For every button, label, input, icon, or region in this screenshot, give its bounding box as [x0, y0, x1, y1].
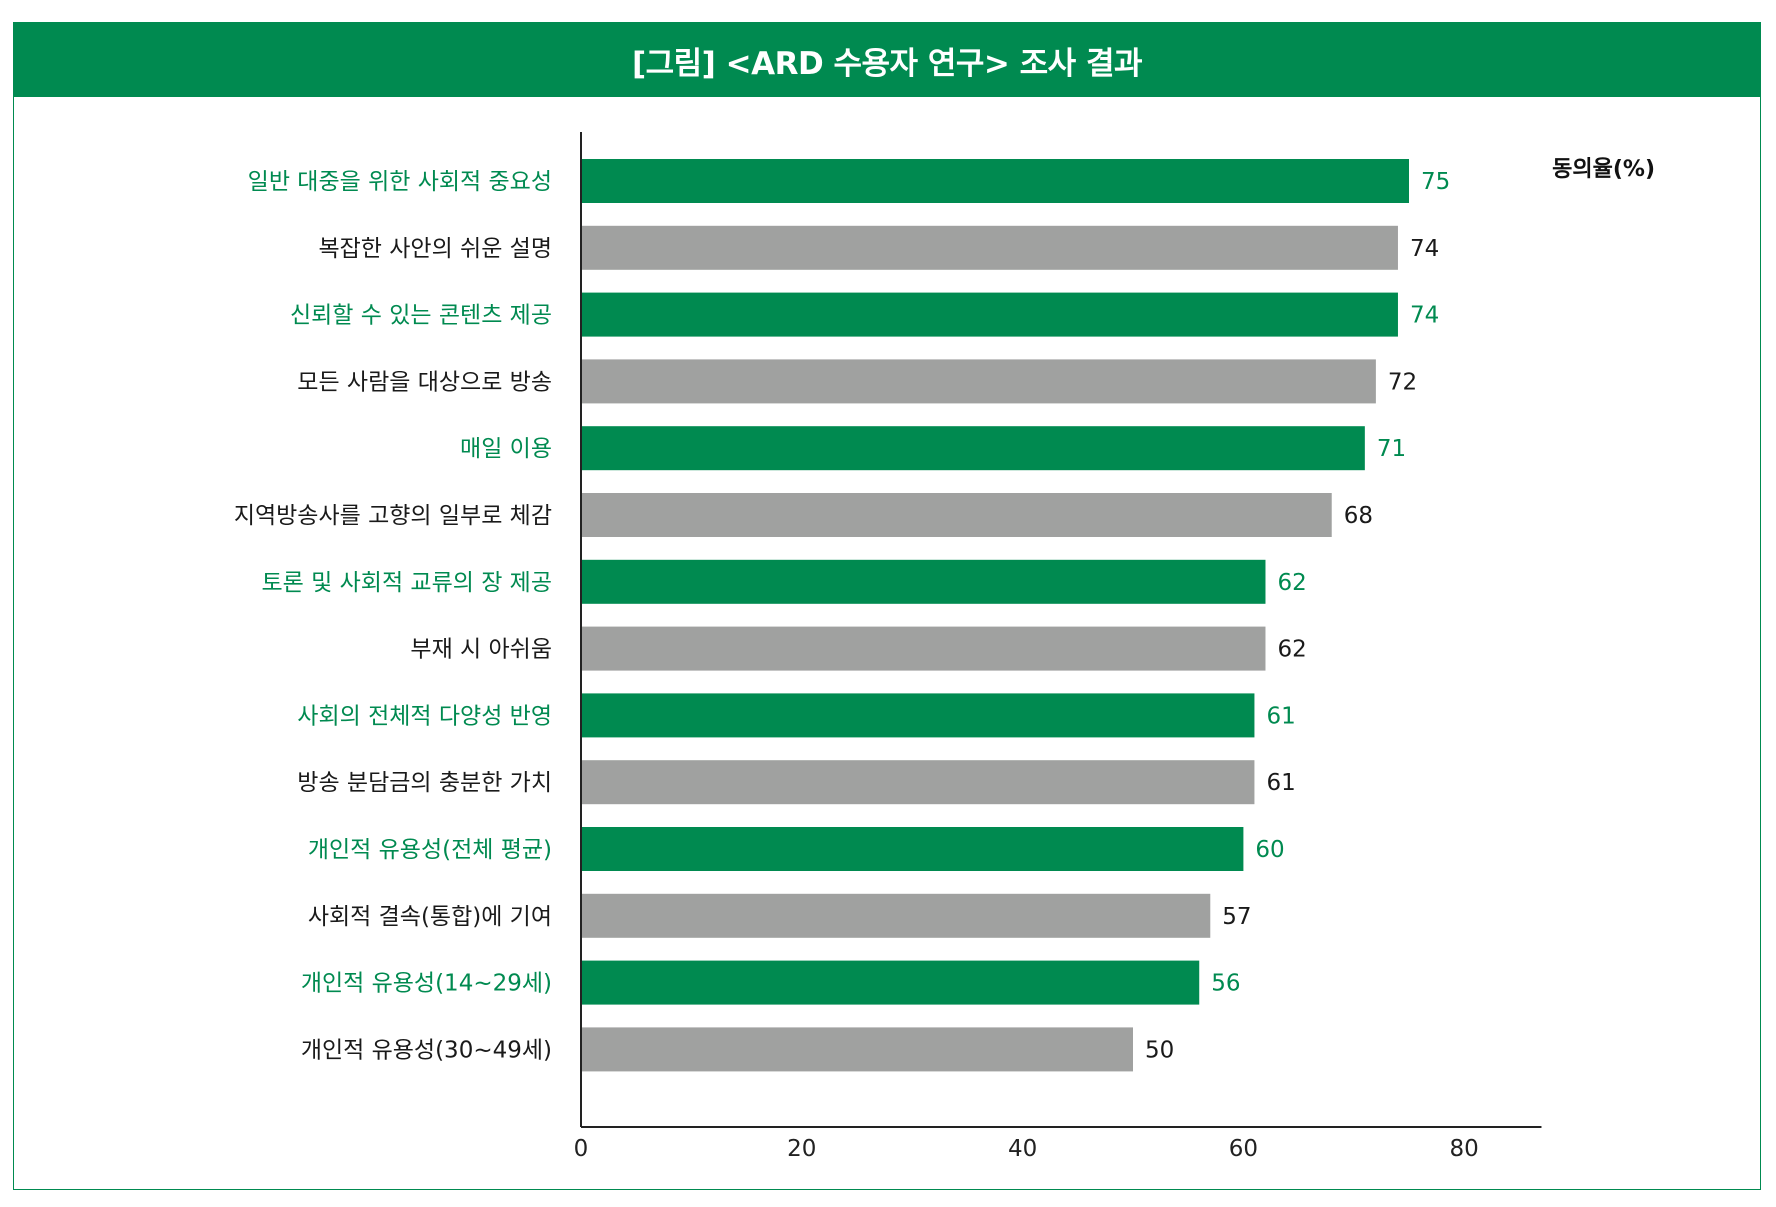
value-label: 74 — [1410, 303, 1439, 329]
value-label: 57 — [1222, 904, 1251, 930]
chart-title: [그림] <ARD 수용자 연구> 조사 결과 — [631, 45, 1143, 82]
value-label: 50 — [1145, 1037, 1174, 1063]
bar — [581, 359, 1376, 404]
value-label: 71 — [1377, 436, 1406, 462]
bar — [581, 760, 1255, 805]
bar — [581, 693, 1255, 738]
value-label: 62 — [1277, 570, 1306, 596]
category-label: 개인적 유용성(30~49세) — [301, 1037, 552, 1063]
value-label: 62 — [1277, 637, 1306, 663]
category-label: 부재 시 아쉬움 — [410, 637, 552, 663]
value-label: 72 — [1388, 369, 1417, 395]
x-tick-label: 20 — [787, 1136, 816, 1162]
value-label: 56 — [1211, 971, 1240, 997]
bar — [581, 426, 1365, 471]
category-label: 개인적 유용성(전체 평균) — [308, 837, 552, 863]
bar — [581, 159, 1409, 203]
value-label: 61 — [1266, 703, 1295, 729]
category-label: 방송 분담금의 충분한 가치 — [297, 770, 552, 796]
value-label: 61 — [1266, 770, 1295, 796]
category-label: 사회의 전체적 다양성 반영 — [297, 703, 552, 729]
bar — [581, 626, 1266, 671]
bar — [581, 493, 1332, 537]
category-label: 지역방송사를 고향의 일부로 체감 — [234, 503, 552, 529]
bar — [581, 559, 1266, 604]
category-label: 개인적 유용성(14~29세) — [301, 971, 552, 997]
value-label: 60 — [1255, 837, 1284, 863]
bar — [581, 960, 1200, 1005]
title-bar: [그림] <ARD 수용자 연구> 조사 결과 — [14, 23, 1760, 97]
bar — [581, 225, 1398, 270]
x-tick-label: 60 — [1229, 1136, 1258, 1162]
category-label: 복잡한 사안의 쉬운 설명 — [318, 236, 552, 262]
value-labels: 75 74 74 72 71 68 62 62 61 61 60 57 56 50 — [1145, 169, 1450, 1063]
value-label: 74 — [1410, 236, 1439, 262]
value-label: 68 — [1344, 503, 1373, 529]
x-tick-label: 0 — [574, 1136, 589, 1162]
x-tick-labels: 0 20 40 60 80 — [574, 1136, 1479, 1162]
value-label: 75 — [1421, 169, 1450, 195]
category-label: 신뢰할 수 있는 콘텐츠 제공 — [290, 303, 552, 329]
x-tick-label: 80 — [1450, 1136, 1479, 1162]
figure-frame: [그림] <ARD 수용자 연구> 조사 결과 — [13, 22, 1761, 1190]
bars-group — [581, 159, 1409, 1072]
bar — [581, 893, 1211, 938]
category-label: 사회적 결속(통합)에 기여 — [308, 904, 552, 930]
bar — [581, 827, 1244, 871]
bar — [581, 1027, 1133, 1072]
bar — [581, 292, 1398, 337]
category-label: 매일 이용 — [460, 436, 552, 462]
category-label: 일반 대중을 위한 사회적 중요성 — [248, 169, 552, 195]
category-label: 모든 사람을 대상으로 방송 — [297, 369, 552, 395]
unit-label: 동의율(%) — [1552, 157, 1655, 182]
x-tick-label: 40 — [1008, 1136, 1037, 1162]
category-label: 토론 및 사회적 교류의 장 제공 — [262, 570, 552, 596]
